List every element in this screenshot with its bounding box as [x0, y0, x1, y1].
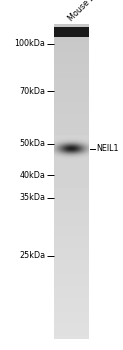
Text: Mouse spleen: Mouse spleen — [66, 0, 111, 23]
Bar — [54, 27, 89, 37]
Text: 25kDa: 25kDa — [19, 251, 46, 260]
Text: 50kDa: 50kDa — [20, 139, 46, 148]
Text: 40kDa: 40kDa — [20, 170, 46, 180]
Text: 100kDa: 100kDa — [15, 39, 46, 48]
Text: 70kDa: 70kDa — [20, 86, 46, 96]
Text: 35kDa: 35kDa — [20, 193, 46, 202]
Text: NEIL1: NEIL1 — [96, 144, 118, 153]
